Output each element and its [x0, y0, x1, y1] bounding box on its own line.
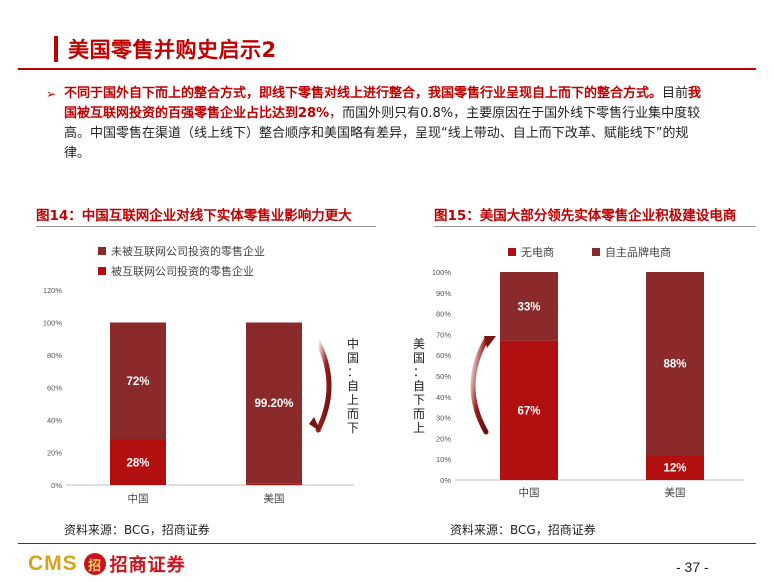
chart2-annotation-char: 国: [413, 351, 425, 365]
chart2-annotation-char: 美: [413, 337, 425, 351]
intro-paragraph: ➢ 不同于国外自下而上的整合方式，即线下零售对线上进行整合，我国零售行业呈现自上…: [46, 84, 704, 164]
chart2-annotation-char: ：: [413, 365, 425, 379]
chart2-y-tick-label: 40%: [436, 393, 451, 402]
figure-14-rule: [36, 226, 376, 227]
chart2-y-tick-label: 20%: [436, 434, 451, 443]
chart1-bar-0-series-1: [110, 322, 166, 440]
figure-14-source: 资料来源：BCG，招商证券: [64, 523, 210, 537]
chart2-data-label: 88%: [663, 359, 686, 371]
chart2-legend-label: 无电商: [521, 245, 554, 259]
figure-15-title: 图15：美国大部分领先实体零售企业积极建设电商: [434, 208, 737, 224]
chart1-data-label: 28%: [126, 457, 149, 469]
chart1-annotation-char: 自: [347, 379, 359, 393]
chart1-y-tick-label: 100%: [43, 319, 63, 328]
chart2-data-label: 12%: [663, 463, 686, 475]
chart1-annotation-char: ：: [347, 365, 359, 379]
chart1-y-tick-label: 0%: [51, 481, 62, 490]
chart2-category-label: 中国: [519, 486, 540, 499]
chart1-bar-1-series-1: [246, 322, 302, 484]
chart1-bar-1-series-0: [246, 483, 302, 485]
chart1-y-tick-label: 80%: [47, 351, 62, 360]
logo-mark-icon: 招: [83, 553, 106, 575]
title-accent-bar: [54, 36, 58, 62]
chart2-bar-1-series-0: [646, 455, 704, 480]
chart1-arrow-head-icon: [309, 417, 321, 432]
title-bar: 美国零售并购史启示2: [18, 34, 756, 70]
chart1-data-label: 72%: [126, 376, 149, 388]
chart1-y-tick-label: 20%: [47, 449, 62, 458]
intro-highlight-2: 我国被互联网投资的百强零售企业占比达到28%: [64, 86, 702, 121]
chart1-annotation-char: 中: [347, 336, 359, 351]
chart2-category-label: 美国: [665, 486, 686, 499]
chart2-data-label: 67%: [517, 405, 540, 417]
footer-rule: [18, 543, 756, 544]
logo-company-name: 招商证券: [109, 555, 186, 576]
chart1-y-tick-label: 60%: [47, 384, 62, 393]
chart2-y-tick-label: 10%: [436, 455, 451, 464]
chart2-y-tick-label: 30%: [436, 414, 451, 423]
chart1-annotation-char: 下: [347, 421, 359, 435]
chart2-legend-swatch: [508, 248, 516, 256]
chart2-legend-label: 自主品牌电商: [605, 245, 671, 259]
chart1-legend-swatch: [98, 247, 106, 255]
logo-cms-text: CMS: [28, 552, 78, 575]
bullet-arrow-icon: ➢: [46, 87, 57, 101]
chart2-y-tick-label: 70%: [436, 330, 451, 339]
chart1-bar-0-series-0: [110, 439, 166, 485]
chart2-y-tick-label: 60%: [436, 351, 451, 360]
chart2-y-tick-label: 80%: [436, 310, 451, 319]
page-title: 美国零售并购史启示2: [68, 38, 277, 62]
chart1-legend-label: 未被互联网公司投资的零售企业: [111, 244, 265, 258]
chart1-y-tick-label: 120%: [43, 286, 63, 295]
chart2-y-tick-label: 100%: [432, 268, 452, 277]
chart2-arrow-head-icon: [484, 336, 496, 348]
chart2-curved-arrow-icon: [470, 337, 489, 435]
chart1-y-tick-label: 40%: [47, 416, 62, 425]
chart1-annotation-char: 国: [347, 351, 359, 365]
chart2-annotation-char: 而: [413, 407, 425, 421]
chart2-bar-0-series-1: [500, 272, 558, 341]
intro-text-rest: ，而国外则只有0.8%，主要原因在于国外线下零售行业集中度较高。中国零售在渠道（…: [64, 106, 701, 161]
chart1-legend-label: 被互联网公司投资的零售企业: [111, 264, 254, 278]
intro-text-mid: 目前: [662, 86, 689, 101]
chart2-bar-1-series-1: [646, 272, 704, 456]
figure-15-source: 资料来源：BCG，招商证券: [450, 523, 596, 537]
chart2-bar-0-series-0: [500, 340, 558, 480]
chart1-category-label: 中国: [128, 492, 149, 505]
figure-14-title: 图14：中国互联网企业对线下实体零售业影响力更大: [36, 208, 352, 224]
figure-15-rule: [434, 226, 756, 227]
chart2-y-tick-label: 90%: [436, 289, 451, 298]
chart1-data-label: 99.20%: [254, 398, 293, 410]
chart2-data-label: 33%: [517, 301, 540, 313]
chart1-curved-arrow-icon: [315, 339, 332, 433]
chart1-category-label: 美国: [264, 492, 285, 505]
chart1-annotation-char: 上: [347, 393, 359, 407]
intro-highlight-1: 不同于国外自下而上的整合方式，即线下零售对线上进行整合，我国零售行业呈现自上而下…: [64, 86, 663, 101]
company-logo: CMS 招 招商证券: [28, 552, 186, 576]
chart1-annotation-char: 而: [347, 407, 359, 421]
chart1-legend-swatch: [98, 267, 106, 275]
page-number: - 37 -: [676, 559, 709, 575]
chart2-y-tick-label: 0%: [440, 476, 451, 485]
chart2-annotation-char: 下: [413, 393, 425, 407]
chart2-annotation-char: 自: [413, 379, 425, 393]
chart2-y-tick-label: 50%: [436, 372, 451, 381]
chart2-legend-swatch: [592, 248, 600, 256]
chart2-annotation-char: 上: [413, 421, 425, 435]
